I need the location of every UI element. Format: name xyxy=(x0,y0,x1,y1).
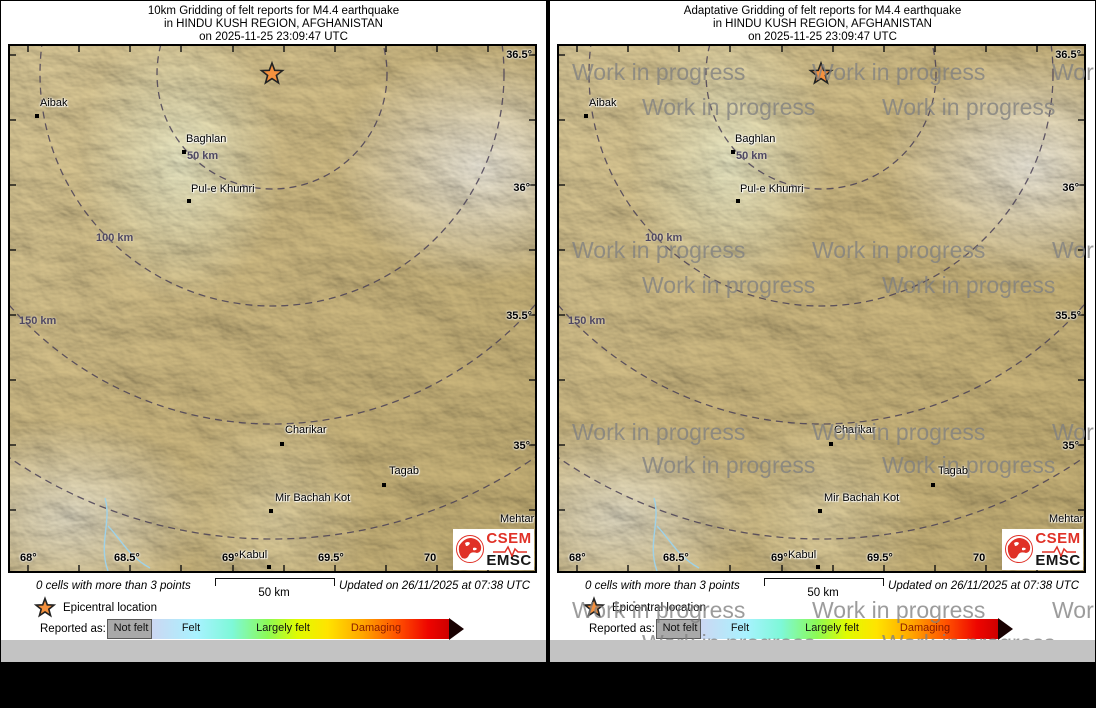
panel-title: 10km Gridding of felt reports for M4.4 e… xyxy=(1,5,546,44)
distance-ring xyxy=(10,303,535,425)
logo-text-emsc: EMSC xyxy=(486,552,532,569)
map-panel-adaptative-gridding: Adaptative Gridding of felt reports for … xyxy=(550,1,1095,662)
reported-as-label: Reported as: xyxy=(589,623,655,635)
legend-label-notfelt: Not felt xyxy=(113,622,149,634)
title-line-1: 10km Gridding of felt reports for M4.4 e… xyxy=(147,5,400,17)
colorbar-arrow-icon xyxy=(998,618,1013,640)
epicentral-location-label: Epicentral location xyxy=(63,602,157,614)
logo-text-csem: CSEM xyxy=(1035,530,1081,547)
reported-as-label: Reported as: xyxy=(40,623,106,635)
legend-label-largelyfelt: Largely felt xyxy=(256,622,310,634)
epicenter-star-icon xyxy=(33,596,57,618)
shaded-relief-map: Aibak Baghlan Pul-e Khumri Charikar Tagab Mir… xyxy=(8,44,537,573)
updated-timestamp: Updated on 26/11/2025 at 07:38 UTC xyxy=(339,580,530,592)
title-line-2: in HINDU KUSH REGION, AFGHANISTAN xyxy=(164,18,383,30)
distance-ring xyxy=(156,46,388,190)
legend-label-damaging: Damaging xyxy=(899,622,951,634)
distance-ring xyxy=(559,303,1084,425)
panel-title: Adaptative Gridding of felt reports for … xyxy=(550,5,1095,44)
legend-label-damaging: Damaging xyxy=(350,622,402,634)
distance-ring xyxy=(559,456,1084,540)
scale-bar xyxy=(764,578,884,586)
epicenter-star xyxy=(808,60,834,85)
terrain-relief-texture xyxy=(10,46,535,571)
river xyxy=(652,497,700,571)
panel-bottom-margin xyxy=(1,640,546,662)
colorbar-arrow-icon xyxy=(449,618,464,640)
epicenter-star xyxy=(259,60,285,85)
distance-ring xyxy=(10,456,535,540)
logo-text-emsc: EMSC xyxy=(1035,552,1081,569)
cells-count-text: 0 cells with more than 3 points xyxy=(585,580,740,592)
intensity-colorbar: Not felt Felt Largely felt Damaging xyxy=(107,618,464,640)
logo-text-csem: CSEM xyxy=(486,530,532,547)
legend-label-felt: Felt xyxy=(181,622,201,634)
distance-ring xyxy=(39,46,505,307)
terrain-relief-texture xyxy=(559,46,1084,571)
colorbar-notfelt-segment xyxy=(656,619,701,639)
distance-ring xyxy=(705,46,937,190)
cells-count-text: 0 cells with more than 3 points xyxy=(36,580,191,592)
csem-emsc-logo: CSEM EMSC xyxy=(1002,529,1083,570)
map-footer: 0 cells with more than 3 points 50 km Up… xyxy=(1,575,546,640)
scale-bar-label: 50 km xyxy=(807,587,839,599)
map-overlay-graphics xyxy=(10,46,535,571)
ecg-line-icon xyxy=(493,545,527,557)
legend-label-felt: Felt xyxy=(730,622,750,634)
colorbar-gradient xyxy=(152,619,449,639)
distance-ring xyxy=(588,46,1054,307)
legend-label-largelyfelt: Largely felt xyxy=(805,622,859,634)
emsc-globe-icon xyxy=(1005,535,1033,563)
shaded-relief-map: Aibak Baghlan Pul-e Khumri Charikar Tagab Mir… xyxy=(557,44,1086,573)
emsc-globe-icon xyxy=(456,535,484,563)
ecg-line-icon xyxy=(1042,545,1076,557)
legend-label-notfelt: Not felt xyxy=(662,622,698,634)
csem-emsc-logo: CSEM EMSC xyxy=(453,529,534,570)
intensity-colorbar: Not felt Felt Largely felt Damaging xyxy=(656,618,1013,640)
title-line-3: on 2025-11-25 23:09:47 UTC xyxy=(748,31,897,43)
title-line-3: on 2025-11-25 23:09:47 UTC xyxy=(199,31,348,43)
title-line-1: Adaptative Gridding of felt reports for … xyxy=(683,5,962,17)
map-footer: 0 cells with more than 3 points 50 km Up… xyxy=(550,575,1095,640)
epicentral-location-label: Epicentral location xyxy=(612,602,706,614)
scale-bar xyxy=(215,578,335,586)
colorbar-gradient xyxy=(701,619,998,639)
scale-bar-label: 50 km xyxy=(258,587,290,599)
colorbar-notfelt-segment xyxy=(107,619,152,639)
river xyxy=(103,497,151,571)
updated-timestamp: Updated on 26/11/2025 at 07:38 UTC xyxy=(888,580,1079,592)
panel-bottom-margin xyxy=(550,640,1095,662)
map-overlay-graphics xyxy=(559,46,1084,571)
title-line-2: in HINDU KUSH REGION, AFGHANISTAN xyxy=(713,18,932,30)
epicenter-star-icon xyxy=(582,596,606,618)
map-panel-10km-gridding: 10km Gridding of felt reports for M4.4 e… xyxy=(1,1,546,662)
